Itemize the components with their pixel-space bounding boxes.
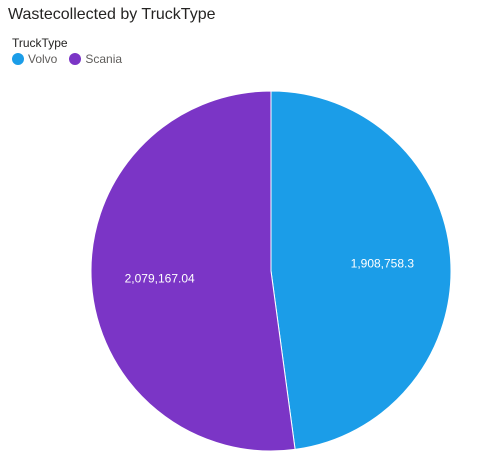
chart-title: Wastecollected by TruckType — [8, 6, 216, 23]
legend-marker-scania — [69, 53, 82, 65]
pie-labels: 1,908,758.3 2,079,167.04 — [125, 257, 415, 286]
data-label-volvo: 1,908,758.3 — [351, 257, 415, 271]
pie-slice-scania[interactable] — [90, 90, 296, 452]
legend-title: TruckType — [12, 36, 68, 50]
legend-label-scania: Scania — [85, 52, 123, 66]
legend-items: Volvo Scania — [12, 52, 134, 66]
legend-label-volvo: Volvo — [28, 52, 58, 66]
legend-item-scania[interactable]: Scania — [69, 52, 122, 66]
pie-slices — [90, 90, 452, 452]
legend: TruckType Volvo Scania — [12, 36, 134, 66]
pie-slice-volvo[interactable] — [270, 90, 452, 450]
legend-item-volvo[interactable]: Volvo — [12, 52, 57, 66]
data-label-scania: 2,079,167.04 — [125, 271, 195, 285]
legend-marker-volvo — [12, 53, 24, 65]
